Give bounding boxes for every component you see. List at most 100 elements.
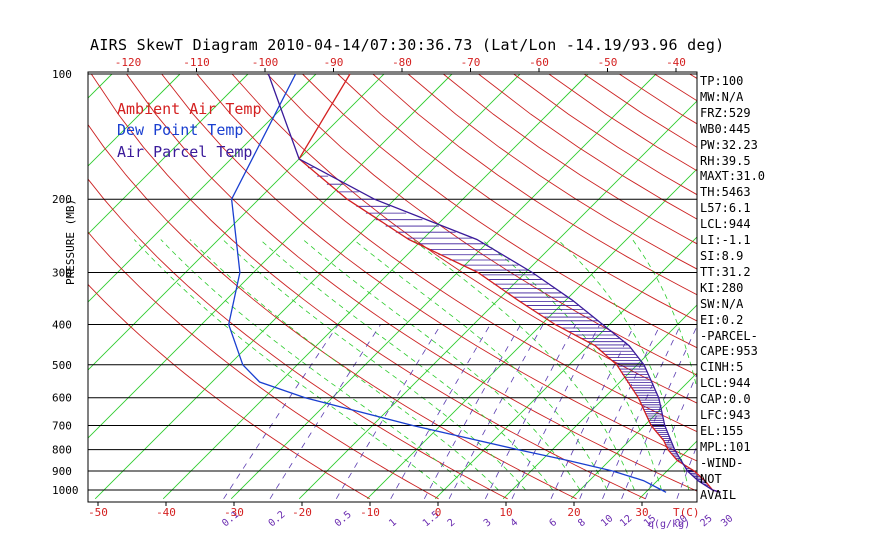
isotherm-line <box>88 73 453 439</box>
dry-adiabat-line <box>88 283 370 500</box>
mixing-ratio-unit: q(g/kg) <box>648 519 690 530</box>
moist-adiabat-line <box>632 239 697 391</box>
mixing-ratio-label: 3 <box>482 517 494 529</box>
mixing-ratio-line <box>602 324 682 499</box>
dry-adiabat-line <box>88 178 508 500</box>
mixing-ratio-label: 0.5 <box>333 509 354 529</box>
index-item: EL:155 <box>700 423 744 438</box>
dry-adiabat-line <box>830 74 870 499</box>
moist-adiabat-line <box>557 239 690 491</box>
bottom-temp-tick-label: -20 <box>292 506 312 519</box>
index-item: LCL:944 <box>700 217 751 232</box>
bottom-temp-tick-label: 10 <box>499 506 512 519</box>
isotherm-line <box>502 304 697 500</box>
isotherm-line <box>88 73 317 303</box>
mixing-ratio-line <box>550 324 636 499</box>
top-temp-tick-label: -110 <box>183 56 210 69</box>
x-axis-unit-label: T(C) <box>673 506 700 519</box>
bottom-temp-tick-label: -40 <box>156 506 176 519</box>
legend-dew-point-temp: Dew Point Temp <box>117 121 244 139</box>
isotherm-line <box>434 236 697 500</box>
legend-ambient-air-temp: Ambient Air Temp <box>117 100 262 118</box>
index-item: MW:N/A <box>700 89 744 104</box>
pressure-tick-label: 300 <box>52 266 72 279</box>
index-item: EI:0.2 <box>700 312 744 327</box>
top-temp-tick-label: -50 <box>598 56 618 69</box>
series-dew-point-temp <box>228 73 667 493</box>
chart-title: AIRS SkewT Diagram 2010-04-14/07:30:36.7… <box>90 36 725 54</box>
moist-adiabat-line <box>160 239 472 491</box>
mixing-ratio-line <box>423 324 522 499</box>
mixing-ratio-line <box>621 325 697 499</box>
index-item: SW:N/A <box>700 296 744 311</box>
mixing-ratio-label: 25 <box>698 513 714 529</box>
index-item: L57:6.1 <box>700 201 751 216</box>
index-item: MPL:101 <box>700 439 751 454</box>
top-temp-tick-label: -100 <box>252 56 279 69</box>
dry-adiabat-line <box>126 73 697 492</box>
index-item: -PARCEL- <box>700 328 758 343</box>
index-item: LI:-1.1 <box>700 233 751 248</box>
moist-adiabat-line <box>481 239 662 491</box>
index-item: TH:5463 <box>700 185 751 200</box>
dry-adiabat-line <box>337 73 697 322</box>
moist-adiabat-line <box>133 239 445 491</box>
mixing-ratio-label: 2 <box>446 517 458 529</box>
mixing-ratio-line <box>511 324 601 499</box>
mixing-ratio-line <box>645 372 697 499</box>
mixing-ratio-label: 4 <box>509 517 521 529</box>
isotherm-line <box>162 73 589 500</box>
top-temp-tick-label: -70 <box>461 56 481 69</box>
isotherm-line <box>570 372 697 500</box>
index-item: CAP:0.0 <box>700 392 751 407</box>
bottom-temp-tick-label: -50 <box>88 506 108 519</box>
index-item: LCL:944 <box>700 376 751 391</box>
pressure-tick-label: 700 <box>52 420 72 433</box>
index-item: PW:32.23 <box>700 137 758 152</box>
isotherm-line <box>366 168 697 500</box>
index-item: FRZ:529 <box>700 105 751 120</box>
dry-adiabat-line <box>231 73 697 404</box>
dry-adiabat-line <box>88 231 439 500</box>
bottom-temp-tick-label: 30 <box>635 506 648 519</box>
isotherm-line <box>88 73 385 371</box>
isotherm-line <box>298 100 697 500</box>
top-temp-tick-label: -40 <box>666 56 686 69</box>
index-item: TP:100 <box>700 74 744 88</box>
mixing-ratio-label: 30 <box>719 513 735 529</box>
mixing-ratio-line <box>448 324 544 499</box>
top-temp-tick-label: -90 <box>324 56 344 69</box>
series-ambient-air-temp <box>298 73 721 493</box>
mixing-ratio-label: 12 <box>618 513 634 529</box>
moist-adiabat-line <box>222 239 526 491</box>
dry-adiabat-line <box>161 73 697 462</box>
index-item: MAXT:31.0 <box>700 169 766 184</box>
mixing-ratio-label: 1 <box>387 517 399 529</box>
dry-adiabat-line <box>90 73 646 500</box>
top-temp-tick-label: -60 <box>529 56 549 69</box>
mixing-ratio-label: 10 <box>599 513 615 529</box>
mixing-ratio-line <box>335 324 442 500</box>
isotherm-line <box>230 73 657 500</box>
dry-adiabat-line <box>443 73 697 245</box>
isotherm-line <box>0 74 44 499</box>
dry-adiabat-line <box>760 74 870 499</box>
moist-adiabat-line <box>302 239 581 491</box>
moist-adiabat-line <box>353 239 608 491</box>
pressure-tick-label: 600 <box>52 392 72 405</box>
isotherm-line <box>94 73 521 500</box>
dry-adiabat-line <box>266 73 697 376</box>
dry-adiabat-line <box>866 74 870 499</box>
mixing-ratio-label: 8 <box>576 517 588 529</box>
mixing-ratio-line <box>390 324 491 499</box>
pressure-tick-label: 1000 <box>52 484 79 497</box>
bottom-temp-tick-label: -30 <box>224 506 244 519</box>
series-air-parcel-temp <box>267 73 721 493</box>
index-item: TT:31.2 <box>700 264 751 279</box>
dry-adiabat-line <box>478 73 697 220</box>
pressure-tick-label: 800 <box>52 444 72 457</box>
pressure-tick-label: 500 <box>52 359 72 372</box>
isotherm-line <box>843 74 870 499</box>
pressure-tick-label: 400 <box>52 318 72 331</box>
